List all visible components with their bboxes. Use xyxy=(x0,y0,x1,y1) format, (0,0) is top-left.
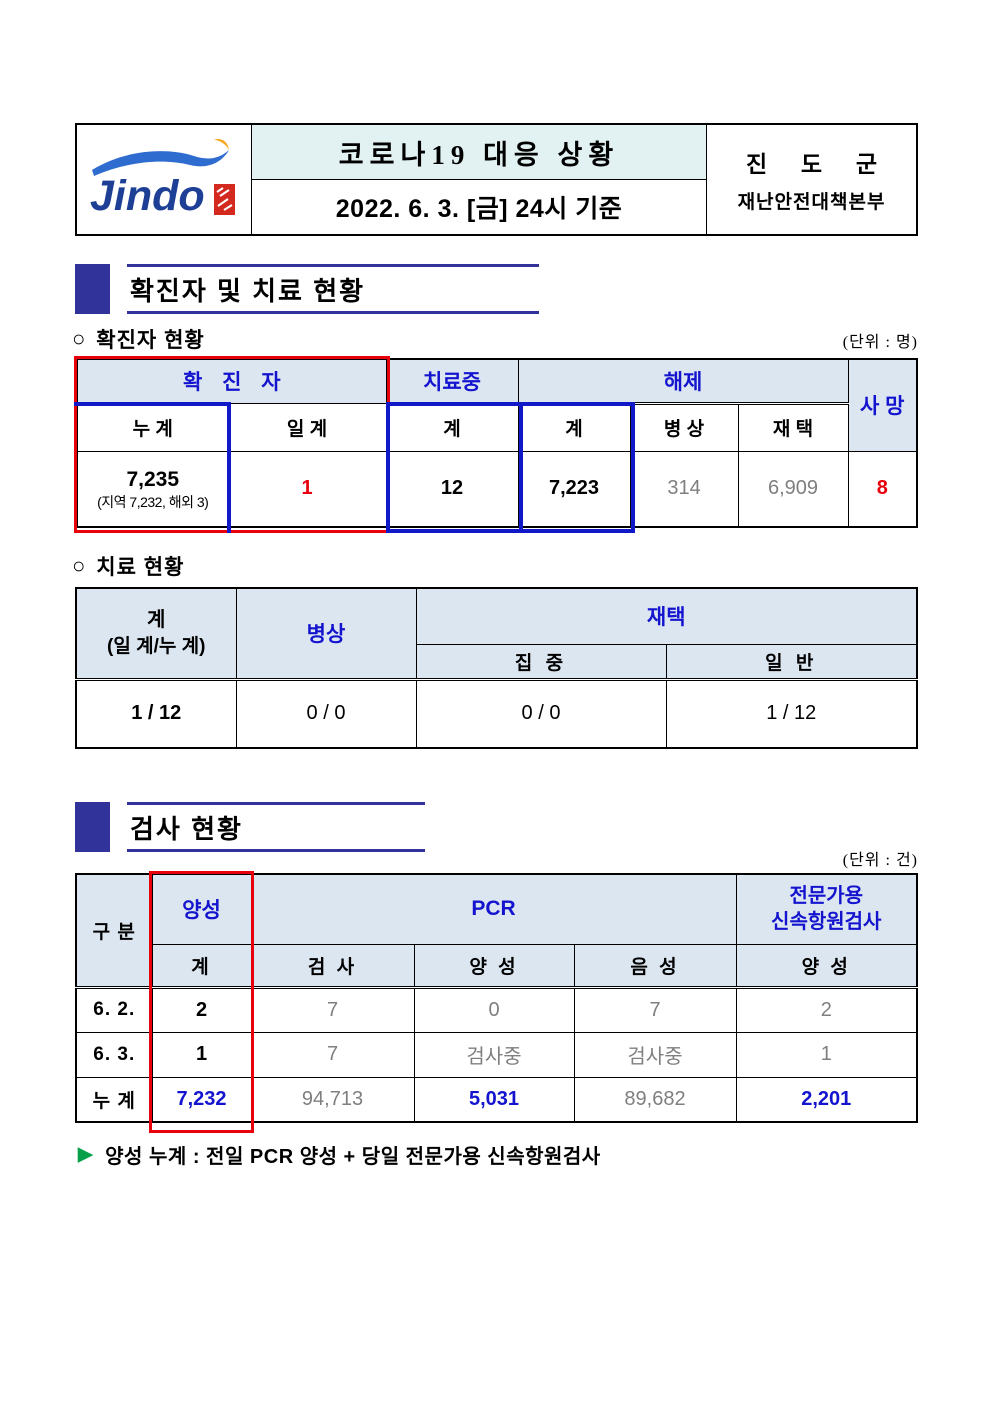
col-intensive: 집 중 xyxy=(415,643,667,681)
col-group-pcr: PCR xyxy=(250,873,737,945)
col-general: 일 반 xyxy=(665,643,918,681)
col-total-line2: (일 계/누 계) xyxy=(107,635,206,657)
col-pcr-negative: 음 성 xyxy=(573,943,737,989)
col-pcr-positive: 양 성 xyxy=(413,943,575,989)
cell-released-hospital: 314 xyxy=(629,450,739,528)
cell-positive: 5,031 xyxy=(413,1076,575,1123)
col-rat-line2: 신속항원검사 xyxy=(771,911,882,934)
col-group-home-care: 재택 xyxy=(415,587,918,645)
wave-icon xyxy=(92,149,229,176)
green-arrow-icon: ▶ xyxy=(78,1144,94,1165)
subsection-title: 확진자 현황 xyxy=(96,329,205,352)
cell-daily: 1 xyxy=(227,450,387,528)
section-heading-tests: 검사 현황 xyxy=(75,802,425,852)
col-group-in-treatment: 치료중 xyxy=(385,358,519,405)
report-title: 코로나19 대응 상황 xyxy=(252,125,706,180)
cell-tested: 7 xyxy=(250,1031,415,1078)
section-square-icon xyxy=(75,264,110,314)
col-treat-total: 계 xyxy=(385,402,519,452)
cell-negative: 7 xyxy=(573,986,737,1033)
col-home-care: 재 택 xyxy=(737,402,849,452)
confirmed-table: 확 진 자 치료중 해제 사 망 누 계 일 계 계 계 병 상 재 택 7,2… xyxy=(76,358,918,528)
col-cumulative: 누 계 xyxy=(76,402,229,452)
section-square-icon xyxy=(75,802,110,852)
row-label: 6. 2. xyxy=(75,986,153,1033)
cell-deaths: 8 xyxy=(847,450,918,528)
cell-total: 7,232 xyxy=(151,1076,252,1123)
cell-intensive: 0 / 0 xyxy=(415,678,667,749)
col-group-rat: 전문가용 신속항원검사 xyxy=(735,873,918,945)
col-hospital-bed: 병 상 xyxy=(629,402,739,452)
org-dept: 재난안전대책본부 xyxy=(737,192,886,213)
cell-released-total: 7,223 xyxy=(517,450,631,528)
row-label: 6. 3. xyxy=(75,1031,153,1078)
subsection-title: 치료 현황 xyxy=(96,556,185,579)
cell-total: 2 xyxy=(151,986,252,1033)
cell-rat: 1 xyxy=(735,1031,918,1078)
col-daily: 일 계 xyxy=(227,402,387,452)
col-total-line1: 계 xyxy=(147,608,166,631)
org-name: 진 도 군 xyxy=(746,152,891,177)
cell-rat: 2 xyxy=(735,986,918,1033)
circle-bullet-icon: ○ xyxy=(72,326,87,351)
cumulative-total: 7,235 xyxy=(126,467,180,491)
confirmed-table-wrap: 확 진 자 치료중 해제 사 망 누 계 일 계 계 계 병 상 재 택 7,2… xyxy=(74,356,918,533)
cell-released-home: 6,909 xyxy=(737,450,849,528)
col-category: 구 분 xyxy=(75,873,153,989)
cell-positive: 검사중 xyxy=(413,1031,575,1078)
cell-negative: 89,682 xyxy=(573,1076,737,1123)
col-rat-line1: 전문가용 xyxy=(789,885,864,908)
title-cell: 코로나19 대응 상황 2022. 6. 3. [금] 24시 기준 xyxy=(252,125,707,234)
logo-cell: Jindo xyxy=(77,125,252,234)
cell-in-treatment: 12 xyxy=(385,450,519,528)
tests-table-wrap: 구 분 양성 PCR 전문가용 신속항원검사 계 검 사 양 성 음 성 양 성… xyxy=(75,871,918,1133)
cell-cumulative: 7,235 (지역 7,232, 해외 3) xyxy=(76,450,229,528)
cell-tested: 94,713 xyxy=(250,1076,415,1123)
col-hospital-bed: 병상 xyxy=(235,587,417,681)
cumulative-detail: (지역 7,232, 해외 3) xyxy=(97,493,209,510)
subsection-treatment: ○ 치료 현황 xyxy=(72,551,184,581)
cell-negative: 검사중 xyxy=(573,1031,737,1078)
col-group-confirmed: 확 진 자 xyxy=(76,358,387,404)
tests-table: 구 분 양성 PCR 전문가용 신속항원검사 계 검 사 양 성 음 성 양 성… xyxy=(75,873,918,1123)
footnote-text: 양성 누계 : 전일 PCR 양성 + 당일 전문가용 신속항원검사 xyxy=(105,1146,601,1168)
cell-tested: 7 xyxy=(250,986,415,1033)
col-positive-total: 계 xyxy=(151,943,252,989)
col-group-deaths: 사 망 xyxy=(847,358,918,452)
col-group-positive: 양성 xyxy=(151,873,252,945)
row-label: 누 계 xyxy=(75,1076,153,1123)
report-date: 2022. 6. 3. [금] 24시 기준 xyxy=(335,195,623,223)
col-released-total: 계 xyxy=(517,402,631,452)
col-total: 계 (일 계/누 계) xyxy=(75,587,237,681)
cell-total: 1 xyxy=(151,1031,252,1078)
unit-label-persons: (단위 : 명) xyxy=(842,334,918,351)
section-title: 검사 현황 xyxy=(127,802,425,852)
wave-tip-icon xyxy=(214,138,229,150)
cell-rat: 2,201 xyxy=(735,1076,918,1123)
col-rat-positive: 양 성 xyxy=(735,943,918,989)
header-banner: Jindo 코로나19 대응 상황 2022. 6. 3. [금] 24시 기준… xyxy=(75,123,918,236)
cell-total: 1 / 12 xyxy=(75,678,237,749)
logo-wordmark: Jindo xyxy=(90,172,205,220)
cell-positive: 0 xyxy=(413,986,575,1033)
footnote: ▶ 양성 누계 : 전일 PCR 양성 + 당일 전문가용 신속항원검사 xyxy=(78,1140,601,1169)
circle-bullet-icon: ○ xyxy=(72,553,87,578)
org-cell: 진 도 군 재난안전대책본부 xyxy=(707,125,916,234)
treatment-table-wrap: 계 (일 계/누 계) 병상 재택 집 중 일 반 1 / 12 0 / 0 0… xyxy=(75,587,918,749)
logo-seal-marks xyxy=(216,186,233,211)
unit-label-cases: (단위 : 건) xyxy=(842,852,918,869)
section-title: 확진자 및 치료 현황 xyxy=(127,264,539,314)
col-group-released: 해제 xyxy=(517,358,849,405)
section-heading-status: 확진자 및 치료 현황 xyxy=(75,264,539,314)
treatment-table: 계 (일 계/누 계) 병상 재택 집 중 일 반 1 / 12 0 / 0 0… xyxy=(75,587,918,749)
cell-general: 1 / 12 xyxy=(665,678,918,749)
jindo-logo: Jindo xyxy=(90,138,235,220)
subsection-confirmed: ○ 확진자 현황 xyxy=(72,324,205,354)
cell-hospital-bed: 0 / 0 xyxy=(235,678,417,749)
col-pcr-tested: 검 사 xyxy=(250,943,415,989)
